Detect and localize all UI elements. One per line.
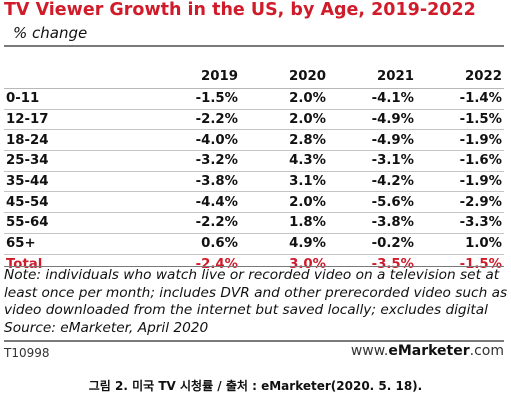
value-cell-2022: -1.5% — [416, 109, 504, 131]
value-cell-2021: -4.1% — [328, 88, 416, 110]
column-header-2020: 2020 — [240, 64, 328, 89]
table-row: 45-54 -4.4% 2.0% -5.6% -2.9% — [4, 191, 504, 214]
value-cell-2020: 2.0% — [240, 109, 328, 131]
brand-suffix: .com — [469, 343, 504, 359]
note-rule — [4, 266, 504, 267]
chart-code: T10998 — [4, 346, 50, 360]
row-label: 35-44 — [4, 171, 152, 193]
value-cell-2021: -5.6% — [328, 191, 416, 214]
value-cell-2022: -1.5% — [459, 256, 502, 272]
top-rule — [4, 45, 504, 47]
note-text: Note: individuals who watch live or reco… — [4, 267, 508, 318]
value-cell-2021: -4.2% — [328, 171, 416, 193]
header-row: 2019 2020 2021 2022 — [4, 64, 504, 89]
row-label: 12-17 — [4, 109, 152, 131]
value-cell-2020: 2.0% — [240, 191, 328, 214]
table-row: 0-11 -1.5% 2.0% -4.1% -1.4% — [4, 88, 504, 110]
source-text: Source: eMarketer, April 2020 — [4, 319, 209, 336]
row-label: 45-54 — [4, 191, 152, 214]
value-cell-2020: 2.0% — [240, 88, 328, 110]
value-cell-2020: 4.9% — [240, 233, 328, 255]
table-row: 12-17 -2.2% 2.0% -4.9% -1.5% — [4, 109, 504, 131]
value-cell-2022: -3.3% — [416, 212, 504, 234]
chart-subtitle: % change — [13, 24, 88, 42]
value-cell-2020: 4.3% — [240, 150, 328, 172]
value-cell-2019: -4.4% — [152, 191, 240, 214]
value-cell-2019: 0.6% — [152, 233, 240, 255]
value-cell-2021: -3.5% — [371, 256, 414, 272]
value-cell-2022: -2.9% — [416, 191, 504, 214]
value-cell-2019: -2.4% — [195, 256, 238, 272]
table-row: 55-64 -2.2% 1.8% -3.8% -3.3% — [4, 212, 504, 234]
brand-name: eMarketer — [388, 343, 470, 359]
value-cell-2019: -2.2% — [152, 212, 240, 234]
value-cell-2019: -4.0% — [152, 129, 240, 152]
value-cell-2022: -1.6% — [416, 150, 504, 172]
value-cell-2022: -1.9% — [416, 129, 504, 152]
value-cell-2021: -4.9% — [328, 109, 416, 131]
value-cell-2020: 3.1% — [240, 171, 328, 193]
brand-url: www.eMarketer.com — [351, 343, 504, 359]
value-cell-2020: 3.0% — [289, 256, 326, 272]
row-label: 0-11 — [4, 88, 152, 110]
footnote: Note: individuals who watch live or reco… — [4, 267, 509, 337]
value-cell-2022: -1.4% — [416, 88, 504, 110]
brand-prefix: www. — [350, 343, 389, 359]
data-table: 2019 2020 2021 2022 0-11 -1.5% 2.0% -4.1% -1… — [4, 64, 504, 274]
value-cell-2021: -4.9% — [328, 129, 416, 152]
value-cell-2021: -3.8% — [328, 212, 416, 234]
value-cell-2020: 1.8% — [240, 212, 328, 234]
table-row: 18-24 -4.0% 2.8% -4.9% -1.9% — [4, 129, 504, 152]
value-cell-2022: -1.9% — [416, 171, 504, 193]
value-cell-2021: -0.2% — [328, 233, 416, 255]
value-cell-2019: -2.2% — [152, 109, 240, 131]
value-cell-2019: -3.2% — [152, 150, 240, 172]
table-body: 0-11 -1.5% 2.0% -4.1% -1.4% 12-17 -2.2% 2.0% -4.… — [4, 88, 504, 275]
row-label: 65+ — [4, 233, 152, 255]
value-cell-2020: 2.8% — [240, 129, 328, 152]
row-label: 55-64 — [4, 212, 152, 234]
row-label: Total — [6, 256, 43, 272]
table-row: 65+ 0.6% 4.9% -0.2% 1.0% — [4, 233, 504, 255]
column-header-2022: 2022 — [416, 64, 504, 89]
chart-title: TV Viewer Growth in the US, by Age, 2019… — [4, 0, 476, 20]
column-header-2021: 2021 — [328, 64, 416, 89]
value-cell-2019: -1.5% — [152, 88, 240, 110]
column-header-2019: 2019 — [152, 64, 240, 89]
table-row: 35-44 -3.8% 3.1% -4.2% -1.9% — [4, 171, 504, 193]
row-label: 25-34 — [4, 150, 152, 172]
row-label: 18-24 — [4, 129, 152, 152]
value-cell-2022: 1.0% — [416, 233, 504, 255]
column-header-empty — [4, 64, 152, 89]
figure-caption: 그림 2. 미국 TV 시청률 / 출처 : eMarketer(2020. 5… — [88, 379, 423, 393]
bottom-rule — [4, 340, 504, 342]
total-row: Total -2.4% 3.0% -3.5% -1.5% — [4, 254, 504, 274]
table-row: 25-34 -3.2% 4.3% -3.1% -1.6% — [4, 150, 504, 172]
value-cell-2021: -3.1% — [328, 150, 416, 172]
value-cell-2019: -3.8% — [152, 171, 240, 193]
